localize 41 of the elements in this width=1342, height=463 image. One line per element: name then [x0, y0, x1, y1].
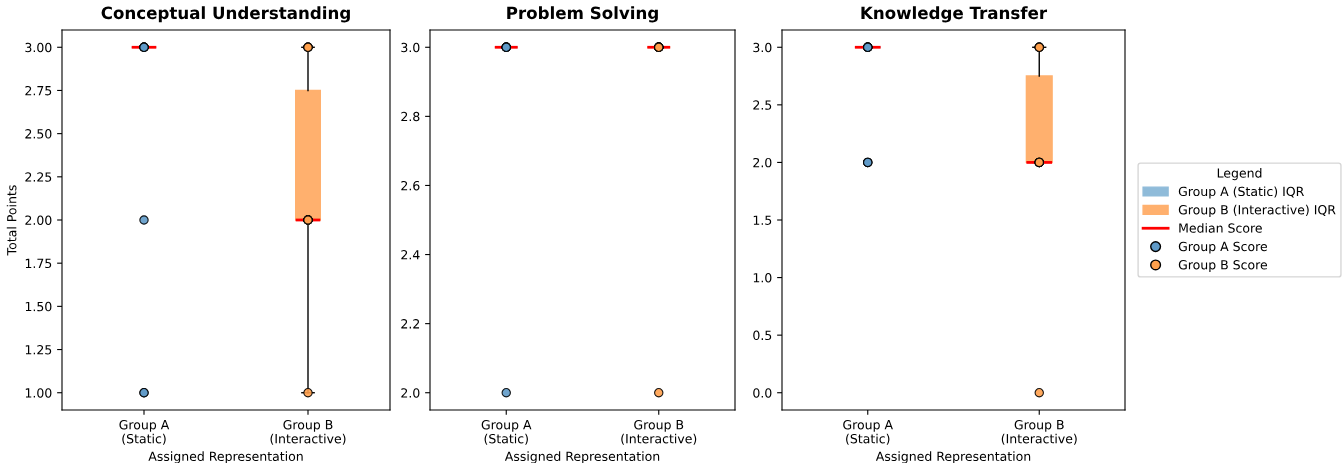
x-tick-label: Group B (Interactive) — [270, 419, 346, 445]
y-tick-label: 3.00 — [25, 42, 52, 53]
y-axis-title: Total Points — [6, 185, 17, 256]
chart-title: Conceptual Understanding — [101, 6, 350, 23]
y-tick-label: 2.0 — [753, 157, 772, 168]
y-tick-label: 2.8 — [401, 111, 420, 122]
y-tick-label: 2.2 — [401, 319, 420, 329]
y-tick-label: 2.00 — [25, 215, 52, 225]
legend-label: Group A Score — [1178, 241, 1267, 254]
y-tick-label: 1.75 — [25, 258, 52, 269]
y-tick-label: 2.4 — [401, 250, 420, 260]
y-tick-label: 2.6 — [401, 180, 420, 191]
y-tick-label: 1.00 — [25, 388, 52, 398]
legend-label: Group A (Static) IQR — [1178, 186, 1304, 199]
y-tick-label: 2.5 — [753, 100, 772, 110]
y-tick-label: 1.25 — [25, 345, 52, 355]
x-axis-title: Assigned Representation — [148, 451, 303, 463]
y-tick-label: 1.0 — [753, 273, 772, 283]
y-tick-label: 0.5 — [753, 330, 772, 341]
y-tick-label: 3.0 — [401, 42, 420, 53]
x-tick-label: Group A (Static) — [481, 419, 532, 445]
x-axis-title: Assigned Representation — [504, 451, 660, 463]
y-tick-label: 2.0 — [401, 388, 420, 398]
legend-title: Legend — [1217, 168, 1262, 181]
x-tick-label: Group B (Interactive) — [621, 419, 697, 445]
y-tick-label: 3.0 — [753, 42, 772, 53]
y-tick-label: 2.25 — [25, 172, 52, 182]
legend-label: Group B (Interactive) IQR — [1178, 204, 1336, 217]
y-tick-label: 0.0 — [753, 388, 772, 398]
y-tick-label: 1.5 — [753, 215, 772, 225]
text: Median Score — [1179, 223, 1262, 233]
y-tick-label: 2.50 — [25, 129, 52, 139]
legend-label: Group B Score — [1178, 260, 1268, 272]
x-tick-label: Group A (Static) — [119, 419, 170, 445]
chart-title: Knowledge Transfer — [861, 6, 1048, 23]
y-tick-label: 1.50 — [25, 301, 52, 312]
x-tick-label: Group A (Static) — [843, 419, 893, 445]
x-tick-label: Group B (Interactive) — [1001, 419, 1077, 445]
chart-title: Problem Solving — [507, 6, 658, 23]
y-tick-label: 2.75 — [25, 85, 52, 96]
x-axis-title: Assigned Representation — [875, 451, 1031, 463]
